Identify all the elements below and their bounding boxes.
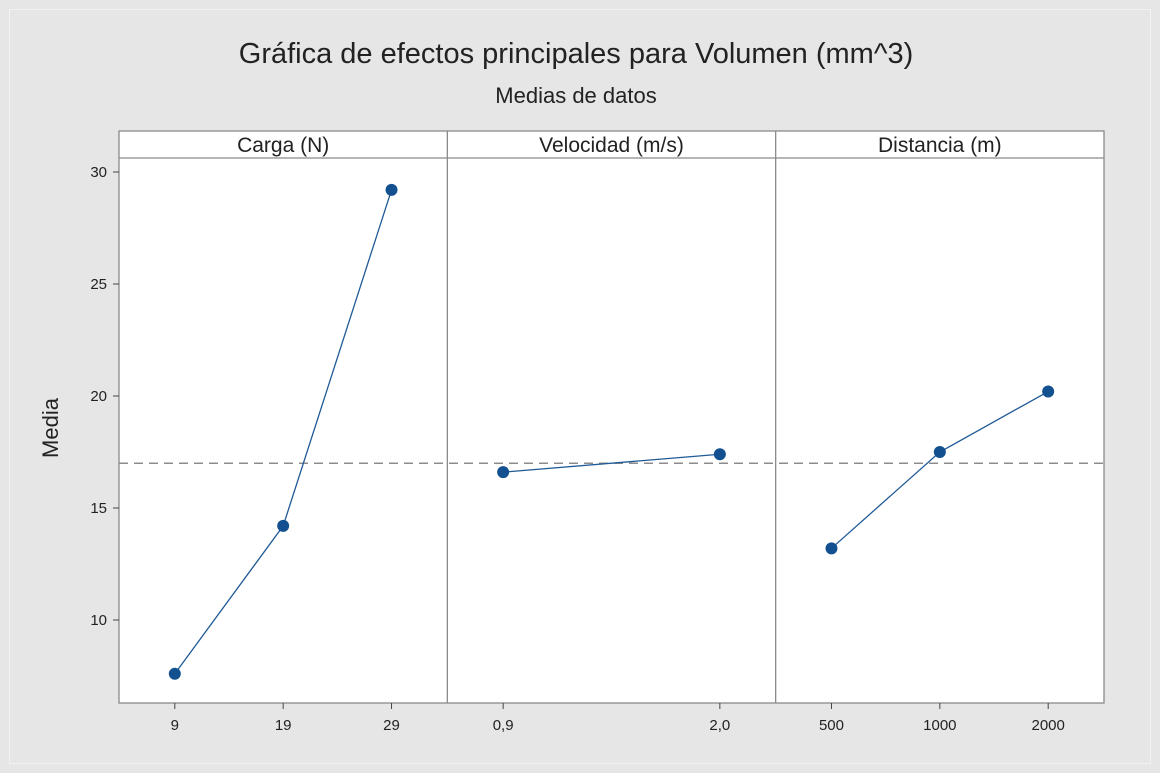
x-tick-label: 2,0 — [709, 717, 730, 734]
panel-label: Distancia (m) — [878, 134, 1002, 157]
main-effects-chart: Gráfica de efectos principales para Volu… — [38, 38, 1105, 734]
data-point — [1042, 385, 1055, 398]
x-tick-label: 19 — [275, 717, 292, 734]
plot-area: 10 15 20 25 30 Carga (N) 9 19 29 Velocidad (m/s) 0… — [90, 130, 1105, 734]
chart-title: Gráfica de efectos principales para Volu… — [239, 38, 913, 70]
data-point — [277, 519, 290, 532]
data-point — [933, 446, 946, 458]
panel-background — [119, 158, 448, 703]
panel-background — [775, 158, 1104, 703]
data-point — [385, 183, 398, 196]
chart-frame: Gráfica de efectos principales para Volu… — [9, 9, 1151, 764]
x-tick-label: 0,9 — [493, 717, 514, 734]
x-tick-label: 2000 — [1031, 717, 1064, 734]
data-point — [713, 448, 726, 461]
y-tick-label: 30 — [90, 164, 107, 181]
x-tick-label: 500 — [819, 717, 844, 734]
panel-header — [447, 131, 776, 158]
plot-border — [118, 130, 1105, 704]
y-tick-label: 15 — [90, 500, 107, 517]
chart-subtitle: Medias de datos — [495, 83, 656, 108]
data-point — [168, 667, 181, 680]
panel-label: Carga (N) — [237, 134, 329, 157]
panel-background — [447, 158, 776, 703]
panel-label: Velocidad (m/s) — [539, 134, 684, 157]
y-axis-label: Media — [38, 397, 63, 458]
data-point — [497, 466, 510, 479]
series-line — [503, 453, 720, 473]
panel-header — [119, 131, 448, 158]
panel-header — [775, 131, 1104, 158]
y-tick-label: 10 — [90, 612, 107, 629]
x-tick-label: 9 — [171, 717, 179, 734]
x-tick-label: 29 — [383, 717, 400, 734]
y-tick-label: 20 — [90, 388, 107, 405]
data-point — [825, 542, 838, 555]
x-tick-label: 1000 — [923, 717, 956, 734]
y-tick-label: 25 — [90, 276, 107, 293]
